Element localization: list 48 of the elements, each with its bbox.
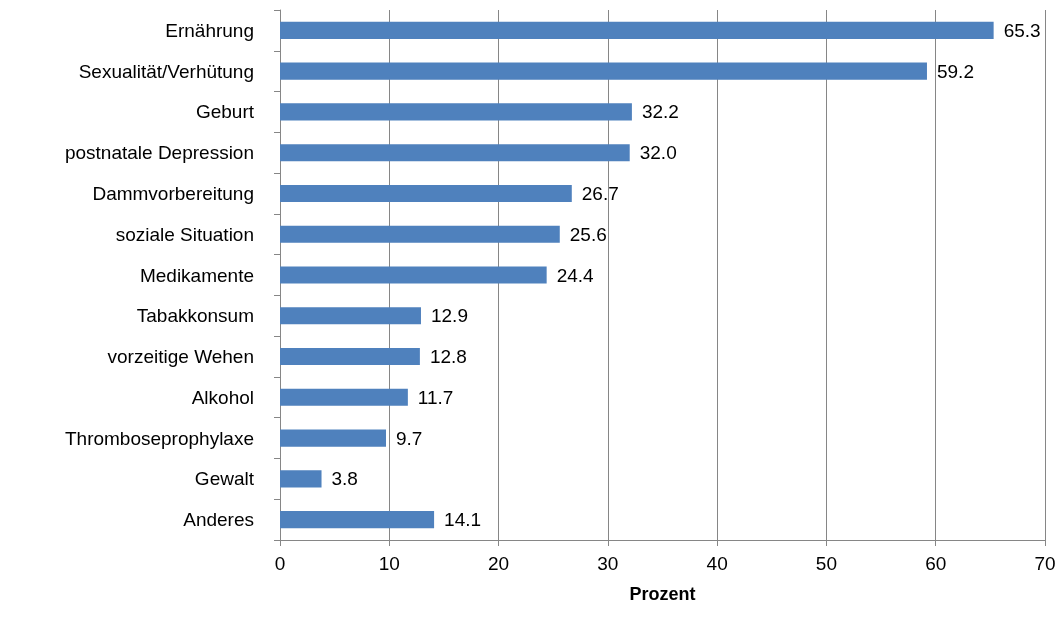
data-label: 24.4 xyxy=(556,264,595,286)
data-label: 3.8 xyxy=(331,468,358,490)
data-label: 59.2 xyxy=(936,60,974,82)
data-label: 11.7 xyxy=(417,386,454,408)
y-tick-label: Gewalt xyxy=(194,468,255,490)
x-axis-title: Prozent xyxy=(629,584,696,604)
y-tick-label: Tabakkonsum xyxy=(136,305,254,327)
x-tick-label: 20 xyxy=(488,553,510,574)
bar xyxy=(280,266,547,284)
x-tick-label: 60 xyxy=(925,553,947,574)
x-tick-label: 10 xyxy=(378,553,400,574)
x-tick-label: 70 xyxy=(1034,553,1056,574)
y-tick-label: Sexualität/Verhütung xyxy=(78,60,254,82)
bar xyxy=(280,347,420,366)
y-tick-label: Geburt xyxy=(195,101,255,123)
data-label: 32.0 xyxy=(639,142,677,164)
data-label: 32.2 xyxy=(641,101,679,123)
y-tick-label: Alkohol xyxy=(191,386,254,408)
x-tick-label: 40 xyxy=(706,553,728,574)
x-tick-label: 50 xyxy=(815,553,837,574)
bar xyxy=(280,511,435,529)
y-tick-label: Ernährung xyxy=(165,19,254,41)
x-tick-label: 0 xyxy=(274,553,286,574)
bar xyxy=(280,388,408,406)
bar xyxy=(280,470,322,488)
bar xyxy=(280,184,572,203)
data-label: 12.9 xyxy=(430,305,468,327)
bar xyxy=(280,144,630,162)
y-tick-label: soziale Situation xyxy=(115,223,254,245)
data-label: 65.3 xyxy=(1003,19,1041,41)
data-label: 14.1 xyxy=(444,509,482,531)
x-tick-label: 30 xyxy=(597,553,619,574)
y-tick-label: Medikamente xyxy=(139,264,254,286)
bar xyxy=(280,103,632,121)
y-tick-label: postnatale Depression xyxy=(64,142,254,164)
bar xyxy=(280,307,421,325)
bar xyxy=(280,225,560,243)
y-tick-label: Anderes xyxy=(183,509,254,531)
y-tick-label: Thromboseprophylaxe xyxy=(64,427,254,449)
y-tick-label: Dammvorbereitung xyxy=(92,182,254,204)
bar xyxy=(280,62,927,80)
data-label: 25.6 xyxy=(569,223,607,245)
y-tick-label: vorzeitige Wehen xyxy=(107,346,254,368)
bar xyxy=(280,21,994,39)
data-label: 12.8 xyxy=(429,346,467,368)
data-label: 9.7 xyxy=(396,427,423,449)
bar xyxy=(280,429,387,447)
data-label: 26.7 xyxy=(581,182,619,204)
